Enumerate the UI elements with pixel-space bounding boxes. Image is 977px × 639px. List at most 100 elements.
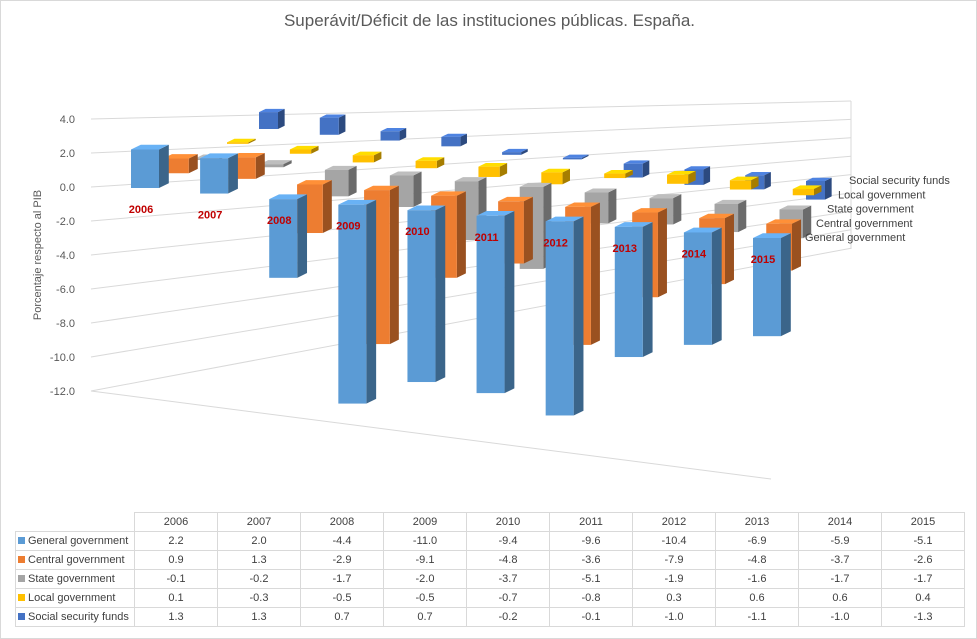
table-cell: -2.6	[881, 550, 965, 570]
table-cell: 2.0	[217, 531, 301, 551]
table-cell: 0.9	[134, 550, 218, 570]
bar-top	[545, 216, 584, 222]
bar-top	[502, 148, 528, 153]
y-tick-label: -8.0	[56, 318, 75, 330]
x-category-label: 2006	[129, 204, 153, 216]
table-cell: 0.4	[881, 588, 965, 608]
bar-front	[259, 164, 284, 168]
bar-front	[319, 117, 339, 135]
bar-top	[667, 171, 696, 175]
bar-side	[499, 163, 508, 177]
bar-side	[562, 168, 570, 185]
bar-front	[792, 189, 814, 196]
bar-side	[711, 227, 722, 345]
table-cell: -9.6	[549, 531, 633, 551]
x-category-label: 2007	[198, 210, 222, 222]
bar-top	[454, 177, 487, 182]
table-row: State government -0.1 -0.2 -1.7 -2.0 -3.7 -5.1…	[15, 569, 965, 589]
bar-front	[667, 174, 689, 184]
bar-top	[259, 108, 285, 113]
bar-general-government	[338, 199, 377, 404]
table-header-cell: 2013	[715, 512, 799, 532]
table-cell: -10.4	[632, 531, 716, 551]
table-cell: -0.1	[549, 607, 633, 627]
series-name: General government	[28, 535, 129, 547]
bar-top	[338, 199, 377, 205]
table-cell: -3.7	[466, 569, 550, 589]
bar-side	[673, 194, 682, 225]
series-depth-label: Local government	[838, 189, 925, 201]
table-cell: 1.3	[217, 607, 301, 627]
bar-top	[289, 145, 319, 150]
bar-front	[289, 149, 312, 154]
y-tick-label: -4.0	[56, 250, 75, 262]
y-tick-label: 0.0	[60, 182, 75, 194]
x-category-label: 2011	[475, 232, 499, 244]
legend-entry: State government	[15, 569, 135, 589]
bar-front	[380, 131, 400, 141]
table-cell: -0.1	[134, 569, 218, 589]
y-tick-label: 4.0	[60, 114, 75, 126]
table-header-cell: 2007	[217, 512, 301, 532]
bar-top	[415, 157, 445, 161]
table-cell: -7.9	[632, 550, 716, 570]
bar-front	[407, 210, 436, 383]
table-cell: -5.1	[881, 531, 965, 551]
bar-local-government	[352, 151, 382, 163]
bar-top	[779, 205, 812, 210]
table-cell: -9.1	[383, 550, 467, 570]
bar-local-government	[227, 138, 256, 144]
bar-top	[352, 151, 382, 156]
bar-front	[541, 172, 563, 185]
bar-side	[751, 176, 759, 190]
bar-general-government	[131, 144, 169, 188]
bar-state-government	[259, 160, 292, 168]
bar-top	[565, 202, 600, 207]
table-cell: 0.7	[300, 607, 384, 627]
legend-swatch	[18, 613, 25, 620]
x-category-label: 2008	[267, 215, 291, 227]
series-name: Social security funds	[28, 611, 129, 623]
bar-top	[614, 222, 653, 227]
bar-general-government	[407, 205, 446, 383]
table-cell: -9.4	[466, 531, 550, 551]
bar-side	[188, 154, 198, 174]
bar-front	[545, 221, 574, 416]
bar-side	[297, 194, 308, 278]
bar-top	[407, 205, 446, 211]
bar-side	[803, 205, 812, 239]
table-cell: 1.3	[217, 550, 301, 570]
bar-top	[431, 191, 466, 196]
bar-general-government	[614, 222, 653, 358]
bar-top	[729, 176, 759, 181]
x-category-label: 2014	[682, 248, 707, 260]
bar-local-government	[478, 163, 508, 177]
table-cell: -0.5	[300, 588, 384, 608]
bar-front	[753, 238, 781, 337]
bar-side	[573, 216, 584, 416]
bar-top	[200, 153, 238, 159]
table-cell: -0.7	[466, 588, 550, 608]
gridline	[90, 229, 852, 358]
table-header-cell: 2008	[300, 512, 384, 532]
bar-front	[259, 112, 278, 129]
table-cell: -3.6	[549, 550, 633, 570]
bar-top	[230, 152, 265, 158]
table-cell: -5.1	[549, 569, 633, 589]
bar-general-government	[200, 153, 238, 194]
table-cell: -5.9	[798, 531, 882, 551]
y-tick-label: -10.0	[50, 352, 75, 364]
x-category-label: 2012	[543, 237, 567, 249]
legend-swatch	[18, 537, 25, 544]
bar-local-government	[541, 168, 570, 185]
bar-top	[269, 194, 308, 200]
bar-top	[389, 171, 422, 176]
bar-side	[608, 188, 617, 224]
bar-local-government	[792, 185, 822, 196]
table-row: General government 2.2 2.0 -4.4 -11.0 -9.4 -9.…	[15, 531, 965, 551]
bar-top	[163, 154, 198, 159]
y-tick-label: -2.0	[56, 216, 75, 228]
table-cell: -1.9	[632, 569, 716, 589]
x-category-label: 2010	[405, 226, 429, 238]
bar-side	[703, 166, 711, 185]
